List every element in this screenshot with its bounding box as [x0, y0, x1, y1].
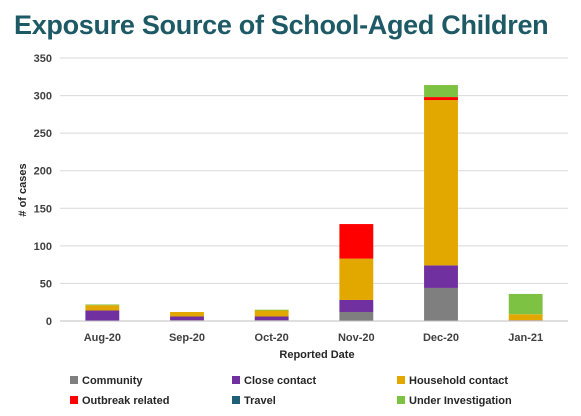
x-tick-label: Aug-20: [84, 332, 121, 344]
legend-label: Household contact: [409, 375, 508, 387]
chart-title: Exposure Source of School-Aged Children: [14, 10, 549, 40]
bar-segment: [254, 310, 289, 317]
legend: Community Close contact Household contact O…: [70, 375, 512, 407]
y-tick-label: 300: [34, 91, 52, 103]
bar-segment: [424, 287, 458, 321]
legend-label: Close contact: [244, 375, 316, 387]
legend-swatch: [70, 396, 78, 404]
legend-label: Travel: [244, 395, 276, 407]
x-tick-label: Oct-20: [255, 332, 289, 344]
x-tick-label: Sep-20: [169, 332, 205, 344]
legend-label: Outbreak related: [82, 395, 169, 407]
bar-segment: [85, 304, 120, 306]
bar-segment: [424, 100, 458, 266]
bar-segment: [339, 299, 374, 312]
x-tick-label: Nov-20: [338, 332, 375, 344]
legend-swatch: [232, 376, 240, 384]
y-tick-label: 350: [34, 53, 52, 65]
bars: [85, 85, 543, 321]
y-tick-label: 250: [34, 128, 52, 140]
bar-segment: [85, 310, 120, 321]
bar-segment: [424, 97, 458, 101]
legend-swatch: [397, 396, 405, 404]
bar-segment: [254, 316, 289, 321]
y-axis-label: # of cases: [17, 163, 29, 216]
y-tick-label: 0: [46, 316, 52, 328]
x-axis-label: Reported Date: [279, 349, 354, 361]
legend-swatch: [232, 396, 240, 404]
bar-segment: [508, 293, 543, 315]
axes: 0 50 100 150 200 250 300 350 Aug-20 Sep-20 Oct-20 N…: [34, 53, 568, 344]
bar-segment: [254, 309, 289, 311]
x-tick-label: Jan-21: [508, 332, 543, 344]
bar-segment: [85, 305, 120, 311]
gridlines: [60, 57, 568, 284]
bar-segment: [424, 265, 458, 288]
bar-segment: [339, 258, 374, 300]
x-tick-label: Dec-20: [423, 332, 459, 344]
y-tick-label: 150: [34, 203, 52, 215]
legend-label: Under Investigation: [409, 395, 512, 407]
bar-segment: [170, 311, 204, 317]
legend-swatch: [397, 376, 405, 384]
legend-swatch: [70, 376, 78, 384]
y-tick-label: 200: [34, 166, 52, 178]
y-tick-label: 50: [40, 278, 52, 290]
legend-label: Community: [82, 375, 143, 387]
bar-segment: [508, 314, 543, 321]
bar-segment: [424, 85, 458, 98]
bar-segment: [339, 224, 374, 259]
bar-segment: [170, 316, 204, 321]
y-tick-label: 100: [34, 241, 52, 253]
bar-segment: [339, 311, 374, 321]
